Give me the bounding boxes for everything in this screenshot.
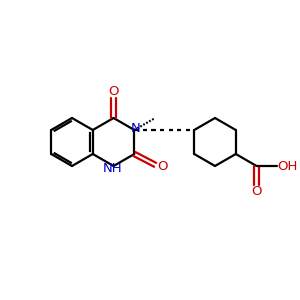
Text: O: O [157,160,167,173]
Text: O: O [251,185,262,198]
Text: OH: OH [277,160,297,172]
Text: O: O [108,85,119,98]
Text: N: N [130,122,140,134]
Text: NH: NH [103,161,122,175]
